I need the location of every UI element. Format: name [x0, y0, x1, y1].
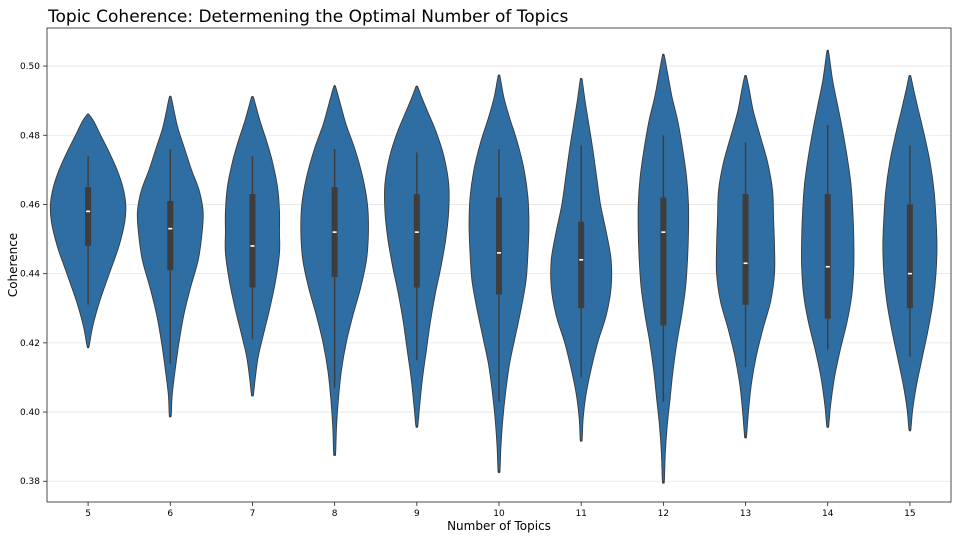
x-tick-label: 5	[85, 509, 91, 519]
x-tick-label: 13	[740, 509, 751, 519]
violin-iqr-box-12	[660, 197, 667, 326]
y-tick-label: 0.44	[20, 270, 40, 280]
violin-iqr-box-14	[824, 194, 831, 319]
y-tick-label: 0.40	[20, 408, 40, 418]
y-tick-label: 0.42	[20, 339, 40, 349]
y-tick-label: 0.46	[20, 200, 40, 210]
violin-iqr-box-15	[906, 204, 913, 309]
x-tick-label: 12	[658, 509, 669, 519]
y-tick-label: 0.48	[20, 131, 40, 141]
y-axis-label: Coherence	[6, 233, 20, 297]
x-tick-label: 10	[493, 509, 505, 519]
violin-iqr-box-11	[578, 221, 585, 309]
violin-iqr-box-5	[85, 187, 92, 246]
violin-iqr-box-7	[249, 194, 256, 288]
violin-iqr-box-9	[413, 194, 420, 288]
violins	[49, 49, 938, 484]
x-tick-label: 7	[250, 509, 256, 519]
x-tick-label: 15	[904, 509, 915, 519]
violin-iqr-box-13	[742, 194, 749, 305]
chart-title: Topic Coherence: Determening the Optimal…	[47, 7, 569, 27]
x-tick-label: 14	[822, 509, 834, 519]
x-tick-label: 6	[167, 509, 173, 519]
y-tick-label: 0.38	[20, 477, 40, 487]
y-tick-label: 0.50	[20, 62, 40, 72]
violin-iqr-box-10	[496, 197, 502, 295]
x-tick-label: 11	[575, 509, 586, 519]
violin-iqr-box-6	[167, 200, 174, 271]
x-axis-ticks: 5 6 7 8 9 10 11 12 13 14 15	[85, 502, 916, 519]
y-axis-ticks: 0.38 0.40 0.42 0.44 0.46 0.48 0.50	[20, 62, 47, 487]
x-axis-label: Number of Topics	[447, 519, 551, 533]
x-tick-label: 8	[332, 509, 338, 519]
x-tick-label: 9	[414, 509, 420, 519]
